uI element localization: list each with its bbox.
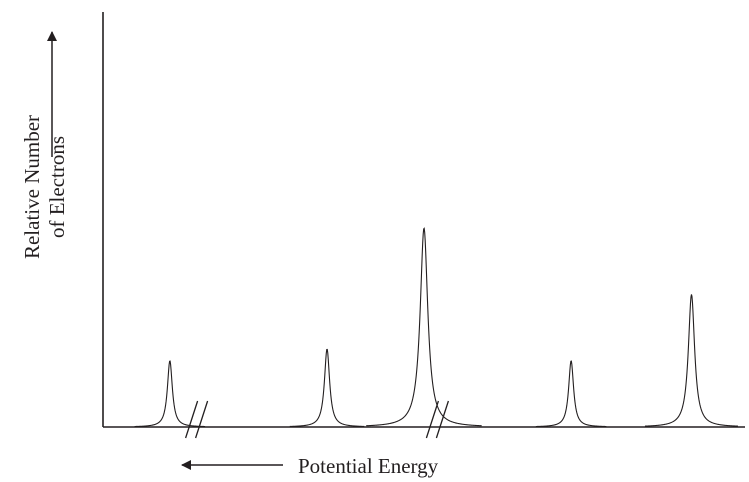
y-label-line-1: Relative Number — [20, 115, 44, 259]
axis-break-2-stroke-2 — [435, 400, 450, 439]
peaks-layer — [134, 227, 738, 428]
axis-break-1-stroke-1 — [184, 400, 199, 439]
axis-break-1-stroke-2 — [194, 400, 209, 439]
axis-break-2-stroke-1 — [425, 400, 440, 439]
peak-3 — [366, 227, 482, 427]
peak-5 — [644, 294, 738, 427]
peak-1 — [134, 360, 206, 428]
y-axis-label: Relative Number of Electrons — [20, 115, 69, 259]
axis-breaks-layer — [184, 400, 450, 439]
peak-4 — [535, 360, 607, 428]
peak-2 — [289, 348, 365, 427]
y-label-line-2: of Electrons — [45, 136, 69, 238]
x-axis-label: Potential Energy — [298, 454, 439, 478]
